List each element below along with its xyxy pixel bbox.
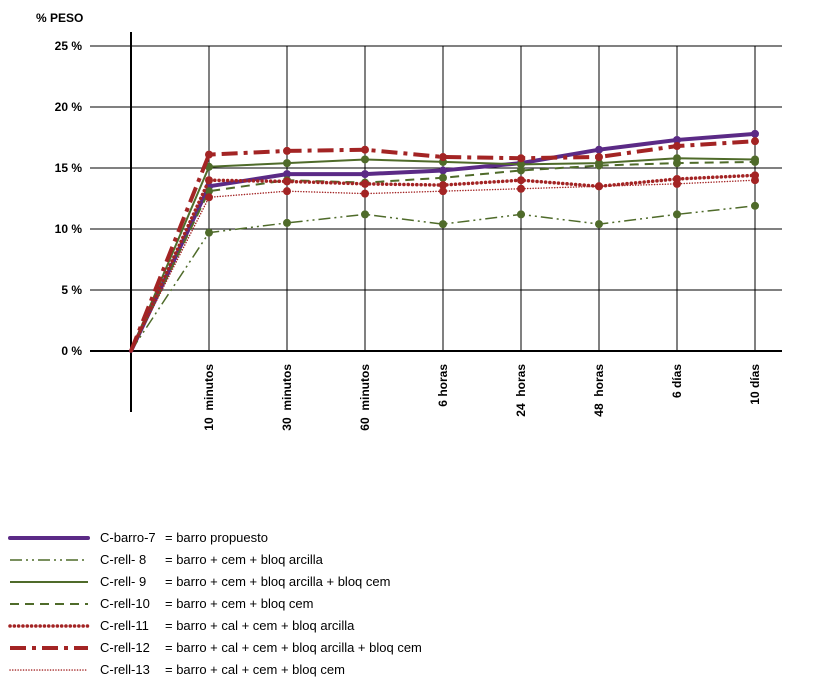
gridlines <box>90 45 782 352</box>
data-point <box>517 166 525 175</box>
data-point <box>517 160 525 169</box>
data-point <box>751 157 759 166</box>
data-point <box>439 173 447 182</box>
y-axis-label: % PESO <box>36 11 83 25</box>
data-point <box>517 210 525 219</box>
legend-series-description: = barro + cal + cem + bloq arcilla <box>165 618 355 633</box>
data-point <box>751 176 759 185</box>
chart: % PESO 0 % 5 % 10 % 15 % 20 % 25 % 10 minutos… <box>36 11 782 431</box>
data-point <box>283 146 291 155</box>
data-point <box>283 170 291 179</box>
data-point <box>205 150 213 159</box>
data-point <box>439 187 447 196</box>
data-point <box>283 159 291 168</box>
legend-series-name: C-barro-7 <box>100 530 156 545</box>
data-point <box>205 187 213 196</box>
legend-swatch <box>9 669 89 671</box>
data-point <box>595 220 603 229</box>
legend-swatch <box>10 559 88 561</box>
data-point <box>205 176 213 185</box>
x-tick-label: 48 horas <box>592 364 606 417</box>
data-point <box>361 145 369 154</box>
data-point <box>595 161 603 170</box>
y-tick-label: 0 % <box>61 344 82 358</box>
data-point <box>751 201 759 210</box>
legend-series-description: = barro + cem + bloq arcilla + bloq cem <box>165 574 391 589</box>
data-point <box>517 154 525 163</box>
data-point <box>751 137 759 146</box>
data-point <box>283 218 291 227</box>
x-tick-label: 60 minutos <box>358 364 372 431</box>
y-tick-label: 25 % <box>55 39 83 53</box>
legend-series-description: = barro propuesto <box>165 530 268 545</box>
data-point <box>673 142 681 151</box>
x-tick-label: 30 minutos <box>280 364 294 431</box>
data-point <box>361 155 369 164</box>
x-tick-label: 10 días <box>748 364 762 405</box>
x-tick-label: 10 minutos <box>202 364 216 431</box>
data-point <box>673 159 681 168</box>
data-point <box>517 184 525 193</box>
legend-series-name: C-rell-13 <box>100 662 150 677</box>
data-point <box>751 129 759 138</box>
legend-series-description: = barro + cem + bloq cem <box>165 596 314 611</box>
x-tick-labels: 10 minutos 30 minutos 60 minutos 6 horas 24 … <box>202 364 762 431</box>
y-tick-label: 20 % <box>55 100 83 114</box>
y-tick-label: 10 % <box>55 222 83 236</box>
data-point <box>439 166 447 175</box>
data-point <box>439 181 447 190</box>
legend-swatch <box>8 624 90 628</box>
data-point <box>439 220 447 229</box>
data-point <box>361 210 369 219</box>
legend-series-name: C-rell-11 <box>100 618 149 633</box>
data-point <box>205 193 213 202</box>
data-point <box>673 210 681 219</box>
legend-series-description: = barro + cal + cem + bloq cem <box>165 662 345 677</box>
x-tick-label: 24 horas <box>514 364 528 417</box>
data-point <box>361 170 369 179</box>
legend-swatch <box>10 581 88 583</box>
series-lines <box>129 129 759 353</box>
legend-series-description: = barro + cem + bloq arcilla <box>165 552 323 567</box>
data-point <box>439 153 447 162</box>
y-tick-label: 15 % <box>55 161 83 175</box>
data-point <box>595 145 603 154</box>
data-point <box>517 176 525 185</box>
legend-series-name: C-rell-10 <box>100 596 150 611</box>
legend-series-name: C-rell- 8 <box>100 552 147 567</box>
data-point <box>673 135 681 144</box>
data-point <box>673 179 681 188</box>
y-tick-labels: 0 % 5 % 10 % 15 % 20 % 25 % <box>55 39 83 358</box>
data-point <box>361 179 369 188</box>
data-point <box>595 182 603 191</box>
data-point <box>595 153 603 162</box>
data-point <box>205 228 213 237</box>
x-tick-label: 6 horas <box>436 364 450 407</box>
legend-swatch <box>10 603 88 605</box>
legend-series-description: = barro + cal + cem + bloq arcilla + blo… <box>165 640 422 655</box>
data-point <box>283 177 291 186</box>
legend-swatch <box>8 536 90 540</box>
data-point <box>361 189 369 198</box>
data-point <box>283 187 291 196</box>
legend-series-name: C-rell-12 <box>100 640 150 655</box>
legend-series-name: C-rell- 9 <box>100 574 147 589</box>
series-line <box>129 139 756 352</box>
legend-swatch <box>10 646 88 650</box>
y-tick-label: 5 % <box>61 283 82 297</box>
x-tick-label: 6 días <box>670 364 684 398</box>
